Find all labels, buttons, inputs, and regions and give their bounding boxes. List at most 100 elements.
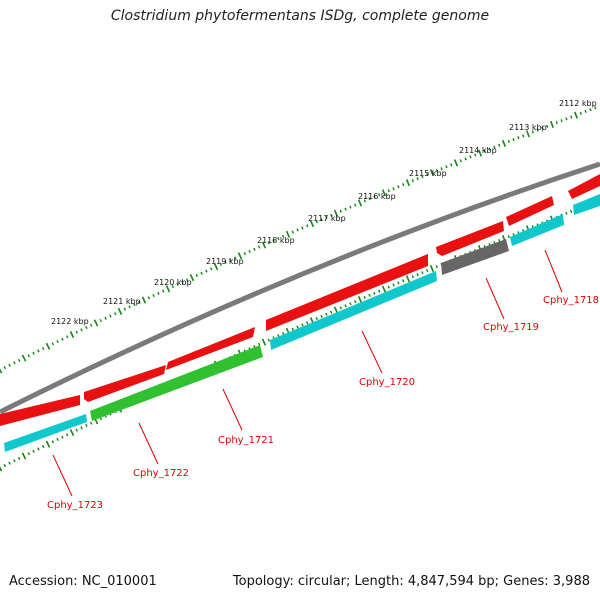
- scale-tick: [123, 307, 127, 311]
- scale-tick: [45, 342, 51, 350]
- scale-tick: [402, 279, 405, 283]
- cds-arrow: [266, 254, 428, 331]
- cds-arrow: [84, 365, 166, 402]
- scale-tick: [483, 149, 486, 153]
- scale-tick: [85, 423, 88, 428]
- cds-arrow: [0, 395, 80, 426]
- scale-tick: [392, 187, 395, 191]
- scale-tick: [267, 338, 271, 342]
- scale-tick: [0, 368, 3, 374]
- map-title: Clostridium phytofermentans ISDg, comple…: [110, 8, 490, 24]
- cds-arrow: [166, 327, 255, 370]
- scale-tick: [333, 209, 339, 217]
- scale-tick: [99, 319, 103, 323]
- scale-tick: [51, 342, 55, 346]
- scale-tick: [195, 273, 199, 278]
- scale-tick: [305, 224, 309, 228]
- scale-tick: [381, 189, 387, 197]
- scale-label: 2115 kbp: [409, 169, 447, 178]
- scale-tick: [357, 295, 363, 304]
- scale-tick: [440, 167, 443, 171]
- scale-label: 2118 kbp: [257, 236, 295, 245]
- scale-tick: [75, 330, 79, 334]
- scale-tick: [373, 195, 376, 199]
- scale-label: 2121 kbp: [103, 297, 141, 306]
- scale-tick: [41, 445, 45, 449]
- leader-line: [138, 422, 159, 465]
- scale-tick: [501, 139, 507, 147]
- scale-tick: [330, 213, 333, 217]
- gene-label-cphy-1722: Cphy_1722: [133, 468, 189, 479]
- scale-tick: [565, 117, 568, 121]
- scale-tick: [209, 267, 213, 271]
- scale-tick: [243, 252, 247, 256]
- scale-tick: [157, 291, 160, 295]
- scale-tick: [133, 303, 136, 307]
- scale-tick: [93, 319, 99, 327]
- gene-bar: [270, 271, 437, 350]
- scale-tick: [387, 189, 390, 193]
- scale-tick: [17, 456, 21, 460]
- leader-line: [485, 277, 505, 320]
- scale-tick: [301, 323, 304, 327]
- gene-label-cphy-1720: Cphy_1720: [359, 377, 415, 388]
- scale-tick: [104, 316, 107, 320]
- scale-label: 2112 kbp: [559, 99, 597, 108]
- scale-tick: [261, 241, 267, 249]
- scale-tick: [3, 366, 7, 370]
- accession-text: Accession: NC_010001: [9, 574, 157, 589]
- scale-tick: [584, 109, 587, 114]
- scale-tick: [373, 291, 376, 295]
- scale-tick: [213, 263, 219, 271]
- scale-tick: [570, 115, 573, 119]
- scale-tick: [61, 337, 64, 341]
- scale-tick: [285, 230, 291, 238]
- scale-tick: [594, 106, 597, 110]
- scale-tick: [402, 183, 405, 187]
- scale-tick: [445, 165, 448, 169]
- scale-tick: [541, 126, 544, 130]
- scale-tick: [469, 155, 472, 159]
- scale-tick: [387, 285, 390, 289]
- scale-tick: [464, 157, 467, 161]
- scale-tick: [161, 289, 165, 293]
- scale-tick: [296, 228, 299, 232]
- scale-tick: [411, 275, 414, 279]
- scale-tick: [416, 273, 419, 277]
- scale-tick: [109, 314, 112, 318]
- gene-label-cphy-1721: Cphy_1721: [218, 435, 274, 446]
- scale-tick: [37, 349, 40, 353]
- scale-tick: [272, 239, 275, 243]
- gene-label-cphy-1718: Cphy_1718: [543, 295, 599, 306]
- scale-tick: [493, 145, 496, 149]
- topology-summary: Topology: circular; Length: 4,847,594 bp…: [232, 574, 590, 589]
- scale-tick: [536, 128, 539, 132]
- scale-tick: [13, 361, 16, 365]
- leader-line: [222, 388, 243, 431]
- scale-tick: [405, 275, 411, 283]
- scale-tick: [589, 108, 592, 112]
- scale-tick: [85, 325, 88, 330]
- scale-tick: [89, 323, 93, 327]
- scale-tick: [0, 466, 3, 472]
- scale-tick: [381, 285, 387, 293]
- scale-tick: [128, 305, 131, 309]
- scale-tick: [113, 312, 117, 316]
- scale-tick: [378, 289, 381, 293]
- scale-tick: [8, 363, 11, 367]
- leader-line: [361, 330, 383, 374]
- gene-bar: [510, 214, 564, 246]
- scale-tick: [549, 120, 555, 129]
- scale-tick: [512, 138, 515, 142]
- scale-tick: [368, 293, 371, 297]
- scale-tick: [498, 143, 501, 147]
- scale-tick: [291, 230, 295, 234]
- scale-tick: [65, 433, 69, 437]
- scale-tick: [363, 199, 366, 203]
- scale-tick: [176, 282, 179, 286]
- scale-tick: [305, 321, 309, 325]
- scale-tick: [61, 435, 64, 439]
- scale-tick: [21, 452, 27, 460]
- scale-tick: [477, 149, 483, 157]
